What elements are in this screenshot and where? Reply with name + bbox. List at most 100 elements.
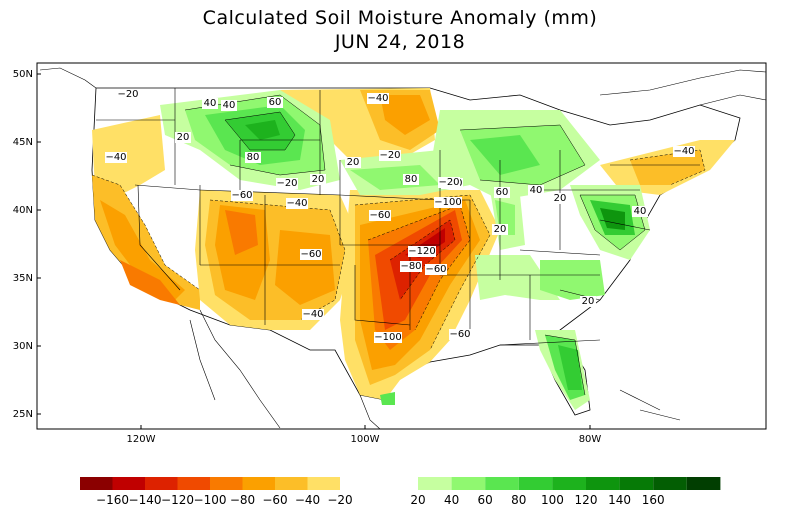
contour-label-background — [105, 152, 127, 163]
contour-label-background — [408, 246, 436, 257]
colorbar-tick-label: −160 — [96, 493, 129, 507]
contour-value-label: −60 — [231, 190, 252, 201]
contour-label-background — [369, 210, 391, 221]
contour-label-background — [367, 93, 389, 104]
colorbar-tick-label: −100 — [194, 493, 227, 507]
lon-label: 100W — [351, 434, 380, 445]
contour-value-label: 40 — [530, 185, 543, 196]
colorbar-tick-label: −120 — [161, 493, 194, 507]
colorbar-swatch — [586, 477, 620, 490]
positive-contours — [184, 94, 646, 396]
lat-label: 35N — [13, 273, 33, 284]
contour-label-background — [374, 332, 402, 343]
colorbar-swatch — [112, 477, 145, 490]
colorbar-swatch — [686, 477, 721, 490]
lat-label: 45N — [13, 137, 33, 148]
dry-anomaly-regions — [92, 88, 735, 400]
colorbar-tick-labels: −160 −140 −120 −100 −80 −60 −40 −20 20 40 60 80 100 1… — [96, 493, 665, 507]
contour-value-label: −20 — [438, 177, 459, 188]
contour-value-label: 80 — [405, 174, 418, 185]
contour-label-background — [175, 132, 191, 143]
contour-value-label: −60 — [425, 264, 446, 275]
colorbar-swatch — [275, 477, 308, 490]
contour-value-label: −40 — [105, 152, 126, 163]
colorbar-swatch — [653, 477, 687, 490]
contour-label-background — [528, 185, 544, 196]
colorbar-tick-label: 140 — [608, 493, 631, 507]
contour-value-label: 20 — [177, 132, 190, 143]
wet-anomaly-regions — [160, 90, 650, 410]
contour-label-background — [345, 157, 361, 168]
contour-value-label: −40 — [367, 93, 388, 104]
colorbar-swatch — [242, 477, 275, 490]
contour-value-label: 60 — [269, 97, 282, 108]
longitude-axis — [140, 425, 591, 429]
contour-value-label: 60 — [496, 187, 509, 198]
contour-value-label: −40 — [673, 146, 694, 157]
contour-label-background — [310, 174, 326, 185]
contour-label-background — [425, 264, 447, 275]
colorbar-swatch — [418, 477, 452, 490]
contour-value-label: 20 — [554, 193, 567, 204]
colorbar-tick-label: −40 — [295, 493, 320, 507]
contour-value-label: 40 — [634, 206, 647, 217]
contour-value-label: 20 — [347, 157, 360, 168]
map-title: Calculated Soil Moisture Anomaly (mm) — [202, 7, 598, 29]
contour-label-background — [580, 296, 596, 307]
contour-label-background — [492, 224, 508, 235]
contour-label-background — [400, 261, 422, 272]
colorbar-swatch — [80, 477, 113, 490]
contour-label-background — [552, 193, 568, 204]
contour-label-background — [245, 152, 261, 163]
colorbar-tick-label: −60 — [262, 493, 287, 507]
contour-value-label: 20 — [312, 174, 325, 185]
contour-value-label: −100 — [374, 332, 401, 343]
contour-label-background — [231, 190, 253, 201]
colorbar-swatch — [619, 477, 654, 490]
contour-value-label: −60 — [369, 210, 390, 221]
lon-label: 80W — [579, 434, 602, 445]
contour-label-background — [221, 100, 237, 111]
map-plot-area — [39, 67, 766, 429]
colorbar-tick-label: 100 — [541, 493, 564, 507]
colorbar-swatch — [552, 477, 586, 490]
colorbar-swatch — [145, 477, 178, 490]
colorbar-tick-label: 160 — [642, 493, 665, 507]
contour-label-background — [267, 97, 283, 108]
contour-label-background — [202, 98, 218, 109]
colorbar-swatch — [177, 477, 210, 490]
contour-value-label: −80 — [400, 261, 421, 272]
contour-label-background — [673, 146, 695, 157]
contour-labels: −20 40 60 −40 20 −40 80 −20 20 20 −20 40 −60 −20 −40 80… — [105, 89, 695, 343]
contour-value-label: −40 — [302, 309, 323, 320]
map-date: JUN 24, 2018 — [334, 31, 466, 53]
lon-label: 120W — [127, 434, 156, 445]
contour-value-label: 20 — [582, 296, 595, 307]
contour-value-label: −40 — [286, 198, 307, 209]
colorbar-tick-label: 40 — [444, 493, 459, 507]
lat-label: 40N — [13, 205, 33, 216]
contour-label-background — [117, 89, 139, 100]
contour-value-label: 20 — [494, 224, 507, 235]
contour-label-background — [300, 249, 322, 260]
neighbor-coastlines — [39, 67, 766, 429]
contour-label-background — [494, 187, 510, 198]
colorbar-swatch — [485, 477, 519, 490]
colorbar-swatch — [210, 477, 243, 490]
colorbar-tick-label: −140 — [129, 493, 162, 507]
colorbar-legend — [80, 477, 721, 490]
contour-value-label: −120 — [408, 246, 435, 257]
contour-label-background — [403, 174, 419, 185]
contour-value-label: 40 — [223, 100, 236, 111]
contour-value-label: 80 — [247, 152, 260, 163]
lat-label: 25N — [13, 409, 33, 420]
colorbar-swatch — [451, 477, 486, 490]
contour-label-background — [438, 177, 460, 188]
contour-label-background — [302, 309, 324, 320]
colorbar-tick-label: 80 — [511, 493, 526, 507]
map-frame — [36, 62, 767, 430]
latitude-axis — [37, 73, 41, 415]
contour-value-label: −60 — [449, 329, 470, 340]
contour-value-label: −20 — [117, 89, 138, 100]
